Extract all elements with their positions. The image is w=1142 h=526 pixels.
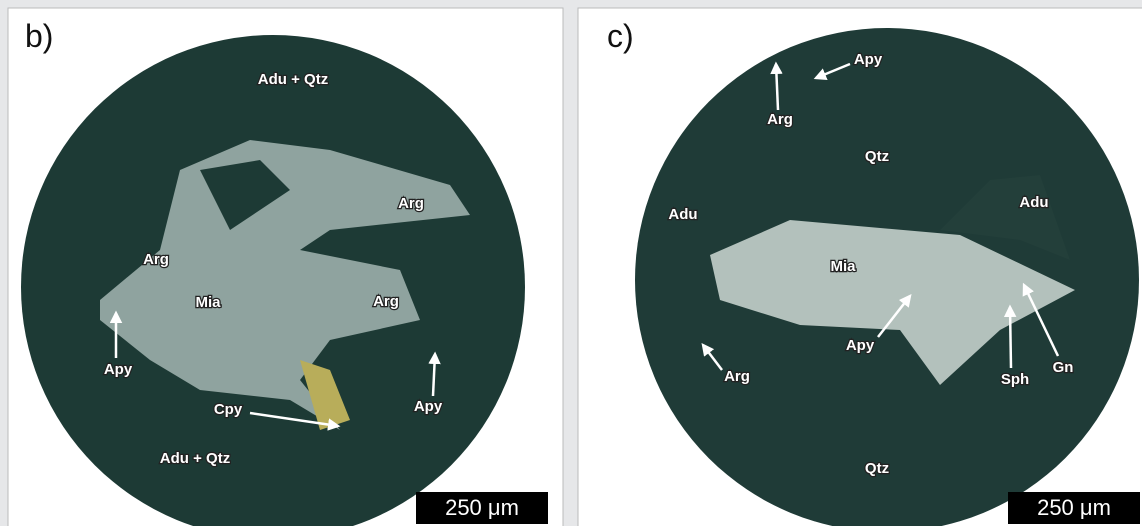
mineral-label: Mia <box>195 294 221 311</box>
mineral-label: Arg <box>373 293 399 310</box>
mineral-label: Adu + Qtz <box>258 71 328 88</box>
mineral-label: Adu <box>1019 194 1048 211</box>
micrograph-b <box>21 35 525 526</box>
mineral-label: Arg <box>143 251 169 268</box>
mineral-label: Cpy <box>214 401 243 418</box>
mineral-label: Qtz <box>865 148 889 165</box>
mineral-label: Arg <box>398 195 424 212</box>
mineral-label: Apy <box>846 337 875 354</box>
figure: b) c) 250 μm 250 μm Adu + Qtz Arg Arg Mia Ar… <box>0 0 1142 526</box>
micrograph-c <box>635 28 1139 526</box>
scale-bar-text: 250 μm <box>1037 495 1111 520</box>
mineral-label: Arg <box>767 111 793 128</box>
mineral-label: Apy <box>854 51 883 68</box>
mineral-label: Apy <box>104 361 133 378</box>
mineral-label: Mia <box>830 258 856 275</box>
mineral-label: Adu + Qtz <box>160 450 230 467</box>
mineral-label: Adu <box>668 206 697 223</box>
mineral-label: Sph <box>1001 371 1029 388</box>
mineral-label: Arg <box>724 368 750 385</box>
scale-bar-text: 250 μm <box>445 495 519 520</box>
mineral-label: Qtz <box>865 460 889 477</box>
panel-letter: c) <box>607 18 634 54</box>
mineral-label: Gn <box>1053 359 1074 376</box>
mineral-label: Apy <box>414 398 443 415</box>
panel-letter: b) <box>25 18 53 54</box>
